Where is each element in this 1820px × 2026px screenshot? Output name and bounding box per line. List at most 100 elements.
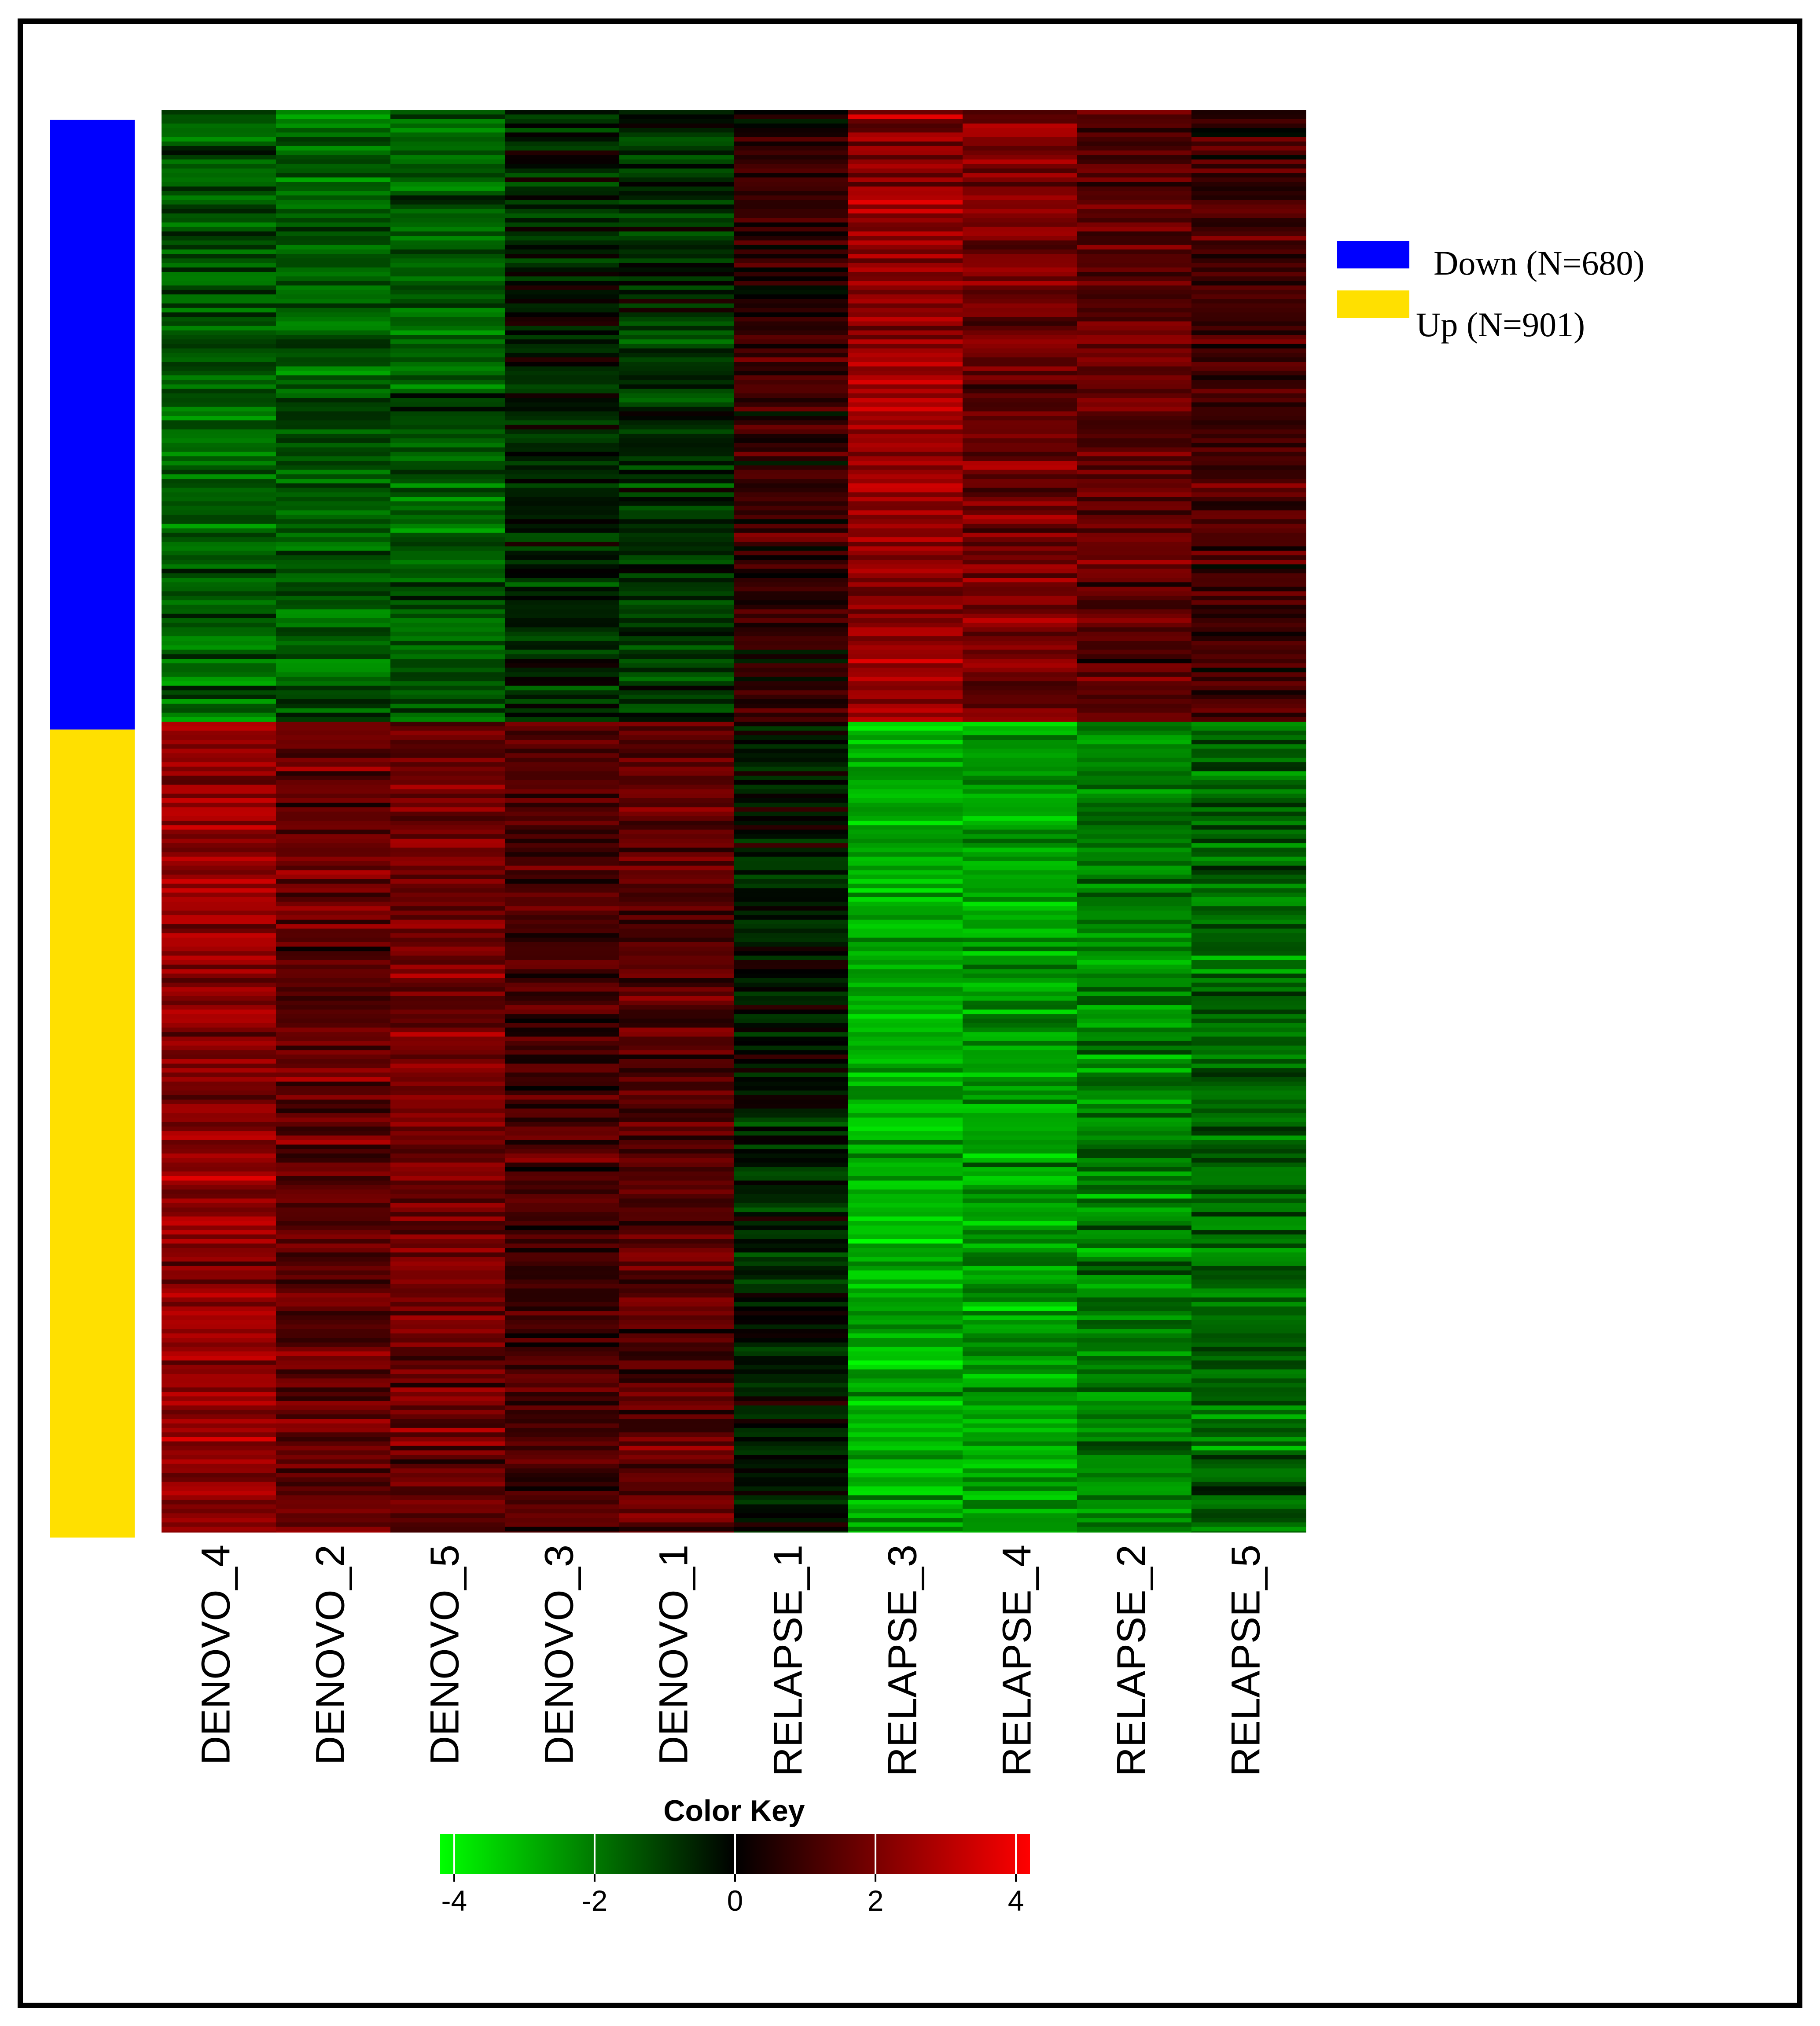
heatmap-cell: [1077, 1365, 1192, 1370]
heatmap-cell: [734, 965, 849, 969]
heatmap-cell: [1077, 173, 1192, 178]
heatmap-cell: [505, 1369, 620, 1374]
heatmap-cell: [162, 991, 276, 997]
heatmap-cell: [505, 1127, 620, 1131]
heatmap-cell: [1191, 182, 1306, 187]
heatmap-cell: [505, 519, 620, 524]
heatmap-cell: [276, 231, 391, 236]
heatmap-cell: [390, 1486, 505, 1491]
heatmap-cell: [505, 1068, 620, 1073]
heatmap-cell: [963, 1302, 1077, 1307]
heatmap-cell: [162, 767, 276, 772]
heatmap-cell: [1191, 240, 1306, 246]
heatmap-cell: [390, 164, 505, 169]
heatmap-cell: [390, 506, 505, 511]
heatmap-cell: [848, 168, 963, 173]
heatmap-cell: [848, 461, 963, 466]
heatmap-cell: [619, 371, 734, 376]
heatmap-cell: [390, 398, 505, 403]
heatmap-cell: [963, 879, 1077, 884]
heatmap-cell: [390, 276, 505, 282]
heatmap-cell: [162, 258, 276, 264]
heatmap-cell: [848, 789, 963, 794]
heatmap-cell: [390, 1383, 505, 1388]
heatmap-cell: [1191, 587, 1306, 592]
heatmap-cell: [162, 447, 276, 452]
heatmap-cell: [619, 352, 734, 358]
heatmap-cell: [619, 1432, 734, 1437]
heatmap-cell: [734, 164, 849, 169]
heatmap-cell: [390, 141, 505, 147]
heatmap-cell: [390, 978, 505, 983]
heatmap-cell: [1077, 1068, 1192, 1073]
heatmap-cell: [505, 843, 620, 848]
heatmap-cell: [619, 245, 734, 250]
heatmap-cell: [505, 785, 620, 790]
heatmap-cell: [619, 1041, 734, 1046]
heatmap-cell: [276, 1140, 391, 1145]
heatmap-cell: [734, 1441, 849, 1446]
heatmap-cell: [963, 1023, 1077, 1028]
heatmap-cell: [162, 1504, 276, 1509]
heatmap-cell: [848, 982, 963, 987]
heatmap-cell: [162, 155, 276, 160]
heatmap-cell: [162, 537, 276, 542]
heatmap-cell: [619, 384, 734, 389]
heatmap-cell: [619, 411, 734, 416]
heatmap-cell: [734, 686, 849, 691]
heatmap-cell: [963, 699, 1077, 704]
heatmap-cell: [276, 1216, 391, 1222]
heatmap-cell: [734, 546, 849, 551]
heatmap-cell: [619, 519, 734, 524]
heatmap-cell: [963, 272, 1077, 277]
heatmap-cell: [162, 1203, 276, 1208]
heatmap-cell: [1191, 528, 1306, 533]
heatmap-cell: [1077, 879, 1192, 884]
heatmap-cell: [1077, 910, 1192, 916]
heatmap-cell: [390, 1176, 505, 1181]
heatmap-cell: [619, 1342, 734, 1347]
heatmap-cell: [276, 641, 391, 646]
heatmap-cell: [963, 389, 1077, 394]
heatmap-cell: [162, 128, 276, 133]
heatmap-cell: [1191, 483, 1306, 488]
heatmap-cell: [963, 1208, 1077, 1212]
heatmap-cell: [276, 798, 391, 803]
heatmap-cell: [162, 793, 276, 799]
heatmap-cell: [505, 317, 620, 322]
heatmap-cell: [505, 479, 620, 484]
heatmap-cell: [734, 929, 849, 934]
heatmap-cell: [276, 393, 391, 398]
heatmap-cell: [619, 848, 734, 853]
heatmap-cell: [734, 1072, 849, 1078]
heatmap-cell: [505, 258, 620, 264]
heatmap-cell: [162, 1374, 276, 1379]
heatmap-cell: [1191, 191, 1306, 196]
heatmap-cell: [619, 712, 734, 718]
heatmap-cell: [162, 730, 276, 736]
heatmap-cell: [162, 681, 276, 686]
heatmap-column-relapse_2: [1077, 722, 1192, 1533]
heatmap-cell: [734, 866, 849, 871]
heatmap-cell: [848, 1176, 963, 1181]
heatmap-cell: [619, 753, 734, 758]
heatmap-cell: [963, 1351, 1077, 1356]
heatmap-cell: [963, 744, 1077, 749]
heatmap-cell: [390, 1270, 505, 1275]
heatmap-cell: [162, 483, 276, 488]
heatmap-cell: [162, 960, 276, 965]
heatmap-cell: [619, 128, 734, 133]
heatmap-cell: [162, 650, 276, 655]
heatmap-cell: [734, 582, 849, 587]
heatmap-cell: [619, 456, 734, 461]
heatmap-cell: [734, 317, 849, 322]
heatmap-cell: [276, 717, 391, 722]
heatmap-cell: [390, 933, 505, 938]
heatmap-cell: [848, 1023, 963, 1028]
heatmap-cell: [619, 955, 734, 961]
heatmap-cell: [390, 519, 505, 524]
heatmap-cell: [390, 1392, 505, 1397]
heatmap-cell: [1191, 465, 1306, 470]
heatmap-cell: [162, 906, 276, 911]
heatmap-cell: [505, 1099, 620, 1105]
